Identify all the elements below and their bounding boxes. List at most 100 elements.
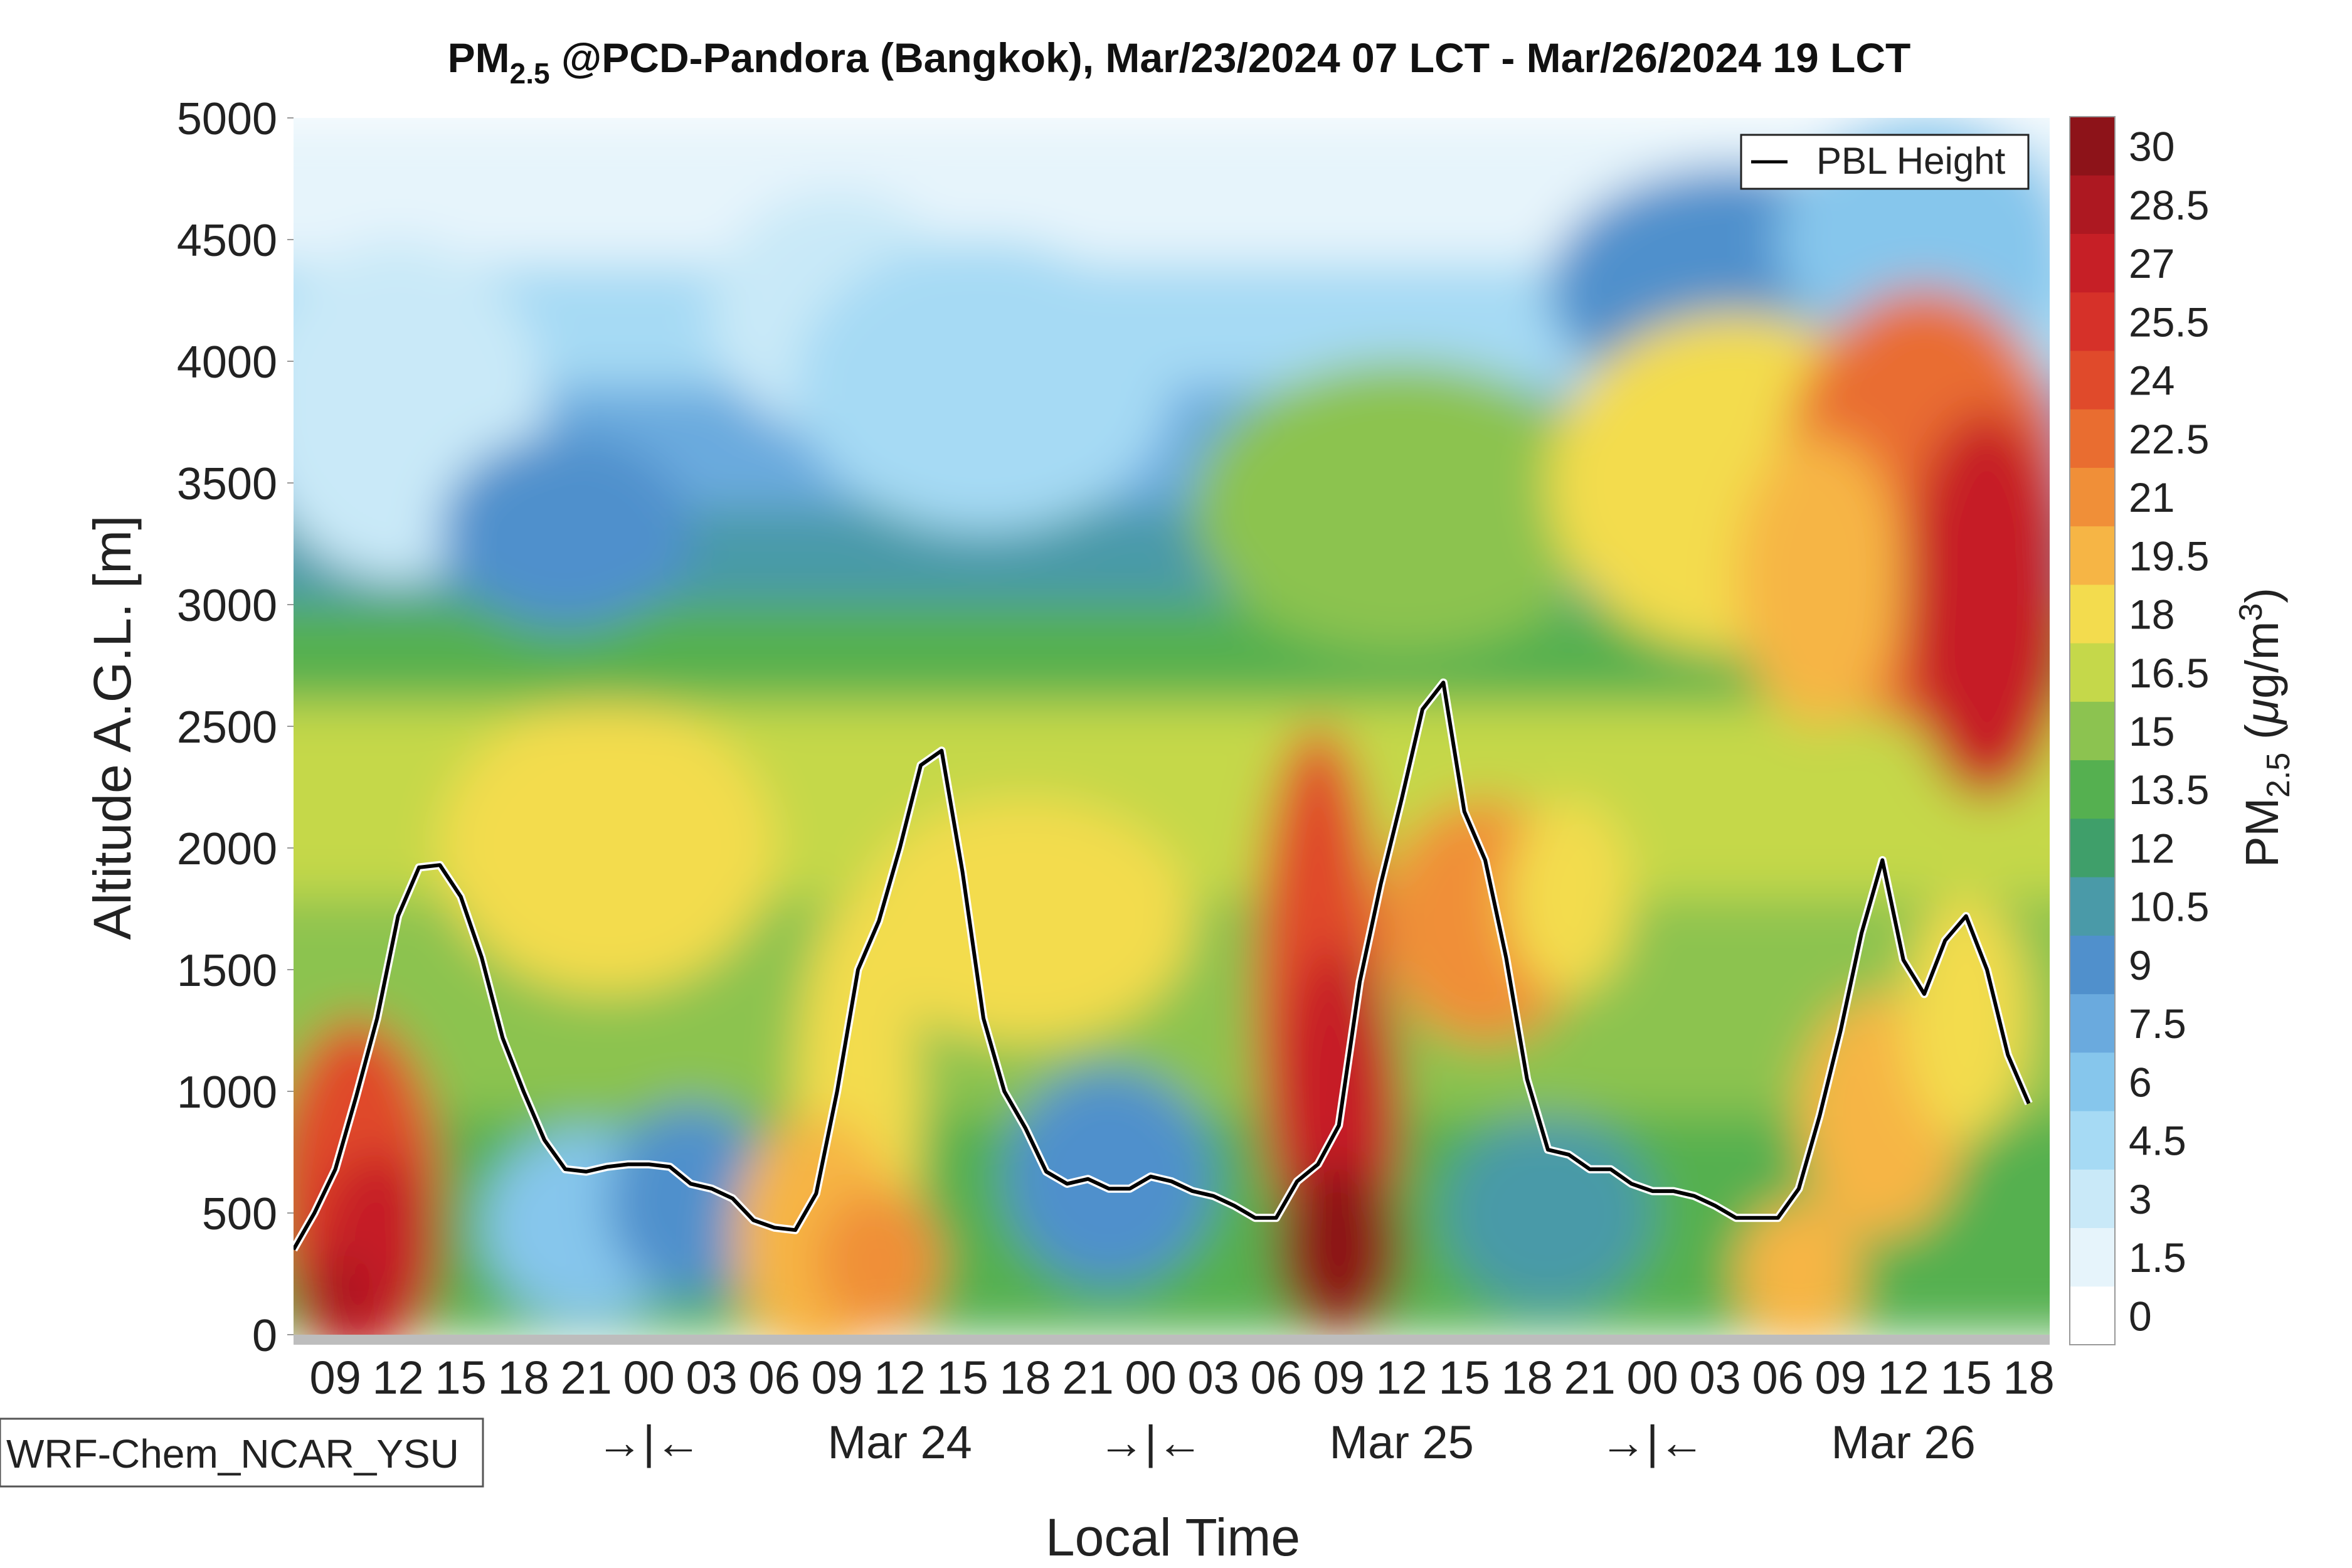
x-tick-label: 00 — [1125, 1352, 1177, 1404]
colorbar-segment — [2070, 760, 2115, 819]
legend-box — [1740, 134, 2030, 190]
colorbar-tick-label: 27 — [2129, 240, 2175, 287]
x-axis-label: Local Time — [1046, 1508, 1300, 1567]
pm25-feature — [440, 434, 691, 629]
colorbar-tick-label: 10.5 — [2129, 884, 2209, 930]
colorbar-tick-label: 24 — [2129, 358, 2175, 404]
colorbar-label: PM2.5 (μg/m3) — [2233, 588, 2297, 867]
x-tick-label: 12 — [1878, 1352, 1929, 1404]
colorbar-segment — [2070, 175, 2115, 234]
colorbar-tick-label: 21 — [2129, 474, 2175, 521]
colorbar-tick-label: 13.5 — [2129, 766, 2209, 813]
pm25-feature — [1903, 896, 2029, 1140]
pm25-feature — [607, 1103, 775, 1298]
colorbar-tick-label: 18 — [2129, 591, 2175, 638]
pm25-feature — [1276, 1164, 1402, 1335]
y-tick-label: 4500 — [177, 216, 277, 266]
legend: PBL Height — [1740, 134, 2030, 190]
pm25-feature — [1736, 434, 1904, 726]
colorbar-segment — [2070, 877, 2115, 936]
x-tick-label: 06 — [1251, 1352, 1302, 1404]
pm25-feature — [858, 799, 1193, 1043]
model-annotation: WRF-Chem_NCAR_YSU — [0, 1417, 484, 1488]
x-tick-label: 15 — [1439, 1352, 1490, 1404]
colorbar-tick-label: 6 — [2129, 1059, 2152, 1105]
colorbar-tick-label: 19.5 — [2129, 532, 2209, 579]
x-tick-label: 06 — [749, 1352, 800, 1404]
x-day-label: →|← — [596, 1416, 701, 1468]
x-tick-label: 18 — [1502, 1352, 1553, 1404]
pm25-feature — [1903, 410, 2050, 800]
colorbar-segment — [2070, 1169, 2115, 1229]
colorbar-tick-label: 16.5 — [2129, 650, 2209, 696]
y-tick-label: 1000 — [177, 1067, 277, 1118]
x-tick-label: 03 — [1188, 1352, 1239, 1404]
x-day-label: →|← — [1098, 1416, 1203, 1468]
colorbar-segment — [2070, 117, 2115, 176]
colorbar-segment — [2070, 993, 2115, 1053]
colorbar-tick-label: 30 — [2129, 124, 2175, 170]
y-tick-label: 3500 — [177, 459, 277, 509]
colorbar-segment — [2070, 1111, 2115, 1170]
y-tick-label: 2500 — [177, 702, 277, 753]
x-tick-label: 21 — [1062, 1352, 1114, 1404]
annotation-box — [0, 1417, 484, 1488]
colorbar-tick-label: 22.5 — [2129, 416, 2209, 462]
pm25-feature — [816, 1189, 942, 1335]
colorbar-segment — [2070, 233, 2115, 293]
colorbar-frame — [2069, 116, 2116, 1345]
x-tick-label: 12 — [1376, 1352, 1428, 1404]
pbl-height-line — [294, 678, 2033, 1252]
x-axis: 09 12 15 18 21 00 03 06 09 12 15 18 21 00 03 06 09 12 15 18… — [310, 1352, 2055, 1468]
colorbar-tick-label: 15 — [2129, 708, 2175, 755]
pm25-feature — [1736, 1200, 1862, 1335]
x-day-label: Mar 26 — [1831, 1416, 1976, 1468]
x-tick-label: 09 — [310, 1352, 361, 1404]
colorbar-segment — [2070, 818, 2115, 877]
y-tick-label: 0 — [252, 1311, 277, 1361]
pm25-feature — [1443, 1115, 1653, 1311]
colorbar-tick-label: 1.5 — [2129, 1234, 2186, 1281]
colorbar-segment — [2070, 1286, 2115, 1345]
x-day-label: →|← — [1600, 1416, 1705, 1468]
colorbar-segment — [2070, 1052, 2115, 1111]
colorbar-tick-label: 7.5 — [2129, 1000, 2186, 1047]
x-tick-label: 09 — [812, 1352, 863, 1404]
x-tick-label: 12 — [874, 1352, 926, 1404]
pm25-feature — [440, 702, 775, 994]
colorbar-tick-label: 9 — [2129, 942, 2152, 988]
x-tick-label: 15 — [435, 1352, 487, 1404]
x-day-label: Mar 24 — [828, 1416, 972, 1468]
y-tick-label: 1500 — [177, 946, 277, 996]
x-tick-label: 18 — [498, 1352, 549, 1404]
colorbar-segment — [2070, 584, 2115, 644]
colorbar-segment — [2070, 350, 2115, 410]
colorbar-tick-label: 0 — [2129, 1293, 2152, 1339]
y-tick-label: 5000 — [177, 94, 277, 144]
y-axis-label: Altitude A.G.L. [m] — [83, 516, 142, 940]
colorbar-segment — [2070, 1227, 2115, 1287]
x-tick-label: 15 — [1941, 1352, 1992, 1404]
colorbar-segment — [2070, 526, 2115, 585]
pm25-field — [294, 118, 2050, 1335]
x-tick-label: 00 — [623, 1352, 675, 1404]
y-tick-label: 500 — [202, 1189, 277, 1239]
x-tick-label: 21 — [1564, 1352, 1616, 1404]
x-tick-label: 06 — [1752, 1352, 1804, 1404]
x-tick-label: 09 — [1815, 1352, 1867, 1404]
annotation-text: WRF-Chem_NCAR_YSU — [6, 1431, 459, 1476]
legend-item-pbl: PBL Height — [1816, 140, 2006, 182]
colorbar-segment — [2070, 467, 2115, 527]
colorbar-tick-label: 28.5 — [2129, 182, 2209, 228]
colorbar-segment — [2070, 292, 2115, 351]
x-day-label: Mar 25 — [1330, 1416, 1474, 1468]
colorbar-tick-label: 25.5 — [2129, 299, 2209, 345]
x-tick-label: 00 — [1627, 1352, 1678, 1404]
x-tick-label: 18 — [1000, 1352, 1051, 1404]
y-axis: 0 500 1000 1500 2000 2500 3000 3500 4000 4500 5000 — [177, 94, 294, 1361]
ground-strip — [294, 1335, 2050, 1345]
colorbar-tick-label: 3 — [2129, 1176, 2152, 1222]
pm25-feature — [1506, 799, 1632, 994]
pm25-feature — [1004, 1067, 1214, 1286]
x-tick-label: 21 — [561, 1352, 612, 1404]
